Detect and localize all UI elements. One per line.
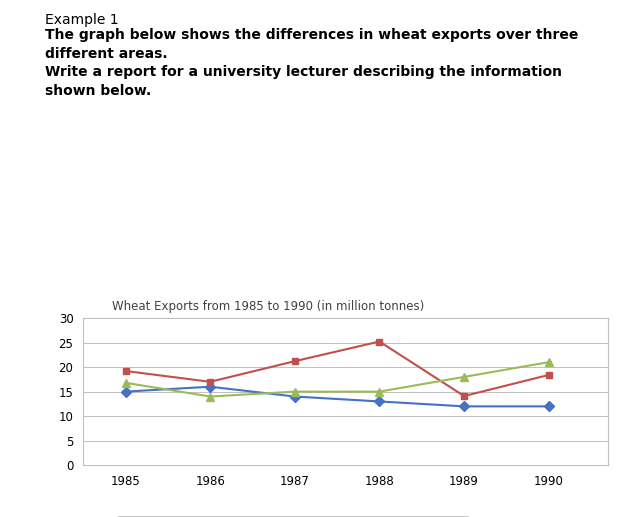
European Community <box>460 374 468 380</box>
Line: European Community: European Community <box>122 358 553 401</box>
Text: Wheat Exports from 1985 to 1990 (in million tonnes): Wheat Exports from 1985 to 1990 (in mill… <box>112 300 424 313</box>
Legend: Australia, Canada, European Community: Australia, Canada, European Community <box>117 515 469 517</box>
Australia <box>376 398 383 404</box>
Canada <box>545 372 552 378</box>
Line: Canada: Canada <box>122 338 552 400</box>
Australia <box>545 403 552 409</box>
Text: The graph below shows the differences in wheat exports over three
different area: The graph below shows the differences in… <box>45 28 578 98</box>
European Community <box>291 389 299 395</box>
European Community <box>122 379 129 386</box>
Australia <box>460 403 468 409</box>
Canada <box>291 358 299 364</box>
Canada <box>460 393 468 399</box>
Australia <box>291 393 299 400</box>
Australia <box>206 384 214 390</box>
Canada <box>122 368 129 374</box>
European Community <box>206 393 214 400</box>
European Community <box>376 389 383 395</box>
Canada <box>206 378 214 385</box>
Text: Example 1: Example 1 <box>45 13 118 27</box>
Australia <box>122 389 129 395</box>
European Community <box>545 359 552 365</box>
Line: Australia: Australia <box>122 383 552 410</box>
Canada <box>376 339 383 345</box>
